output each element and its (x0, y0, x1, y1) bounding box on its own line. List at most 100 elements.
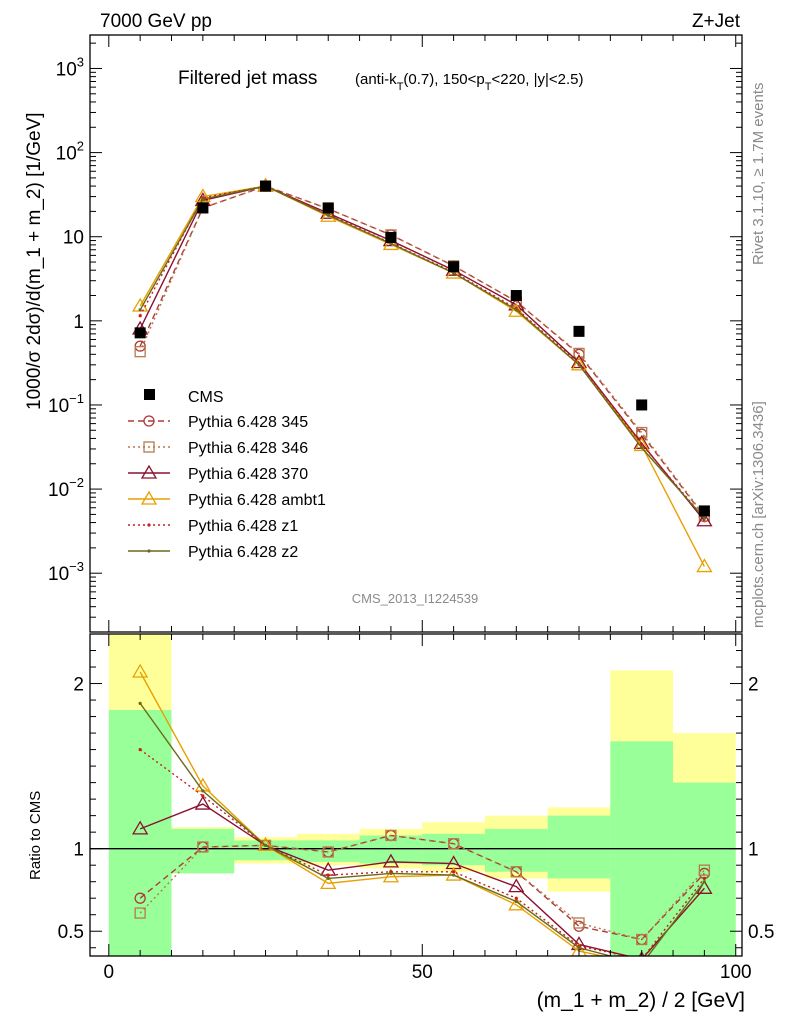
ratio-4-point-8 (640, 958, 643, 961)
ratio-3-point-7 (571, 942, 587, 956)
data-point-8 (636, 399, 648, 411)
data-point-5 (448, 261, 460, 273)
ratio-5-point-9 (702, 880, 706, 884)
series-1-point-0 (134, 346, 146, 358)
ratio-3-point-8 (641, 955, 642, 956)
series-5-point-9 (702, 516, 706, 520)
header-right: Z+Jet (692, 11, 741, 32)
ratio-4-point-1 (201, 794, 205, 798)
series-5-point-0 (138, 308, 142, 312)
legend-label-4: Pythia 6.428 z1 (188, 518, 298, 535)
legend-marker-2 (140, 464, 158, 479)
ratio-y-tick-label-1: 1 (73, 840, 84, 861)
series-3-point-9 (696, 558, 713, 573)
data-point-6 (510, 290, 522, 302)
band-inner-9 (673, 782, 736, 956)
series-2-point-9 (696, 512, 713, 527)
ratio-y-tick-label-2: 2 (73, 675, 84, 696)
mcplots-label: mcplots.cern.ch [arXiv:1306.3436] (750, 401, 767, 628)
ratio-5-point-8 (640, 963, 643, 966)
ratio-plot-area (90, 634, 742, 982)
ratio-5-point-3 (326, 876, 330, 880)
series-3-point-8 (633, 437, 650, 452)
analysis-watermark: CMS_2013_I1224539 (352, 591, 479, 606)
ratio-3-point-3 (320, 875, 337, 889)
y-tick-label-0: 103 (56, 54, 84, 80)
legend-marker-4 (147, 523, 151, 527)
ratio-4-point-9 (702, 876, 706, 880)
chart-subtitle: (anti-kT(0.7), 150<pT<220, |y|<2.5) (355, 71, 584, 93)
data-point-9 (698, 505, 710, 517)
band-inner-4 (359, 835, 423, 864)
ratio-0-point-7 (573, 920, 585, 932)
band-inner-0 (108, 709, 172, 956)
ratio-2-point-0 (132, 820, 149, 835)
ratio-y-axis-title: Ratio to CMS (27, 791, 44, 880)
data-point-0 (134, 327, 146, 339)
x-tick-label-0: 0 (104, 962, 115, 983)
data-point-3 (322, 202, 334, 214)
ratio-4-point-5 (452, 870, 456, 874)
y-tick-label-3: 1 (73, 312, 84, 333)
legend-marker-3 (140, 490, 158, 505)
ratio-y-tick-label-right-0: 0.5 (748, 922, 774, 943)
data-point-2 (260, 180, 272, 192)
series-5-point-1 (201, 197, 205, 201)
main-plot-area (132, 177, 713, 573)
ratio-1-point-4 (385, 829, 397, 842)
band-inner-6 (484, 828, 548, 872)
data-point-4 (385, 231, 397, 243)
legend-label-data: CMS (188, 389, 224, 406)
ratio-1-point-3 (322, 846, 334, 858)
ratio-panel: 0.5 0.5 1 1 2 2 0 50 100 (58, 633, 774, 983)
ratio-5-point-0 (138, 701, 142, 705)
ratio-4-point-3 (326, 873, 330, 877)
ratio-1-point-8 (636, 933, 648, 946)
y-axis-title: 1000/σ 2dσ)/d(m_1 + m_2) [1/GeV] (24, 112, 45, 410)
ratio-y-tick-label-0: 0.5 (58, 922, 84, 943)
legend-label-2: Pythia 6.428 370 (188, 466, 308, 483)
ratio-2-point-1 (194, 795, 211, 810)
ratio-1-point-6 (510, 866, 522, 878)
y-tick-label-6: 10−3 (48, 559, 84, 585)
x-axis-title: (m_1 + m_2) / 2 [GeV] (537, 989, 745, 1012)
ratio-3-point-5 (445, 866, 462, 881)
band-inner-1 (171, 828, 235, 874)
series-5-point-3 (326, 213, 330, 217)
series-3-point-4 (382, 236, 400, 251)
ratio-line-0 (139, 834, 705, 941)
ratio-2-point-6 (508, 878, 525, 893)
ratio-2-point-4 (382, 853, 400, 868)
ratio-3-point-9 (697, 970, 711, 982)
legend-label-1: Pythia 6.428 346 (188, 440, 308, 457)
ratio-3-point-4 (382, 868, 400, 883)
series-3-point-6 (508, 302, 525, 317)
ratio-1-point-5 (447, 838, 460, 850)
ratio-line-5 (139, 702, 705, 956)
series-5-point-8 (640, 446, 644, 450)
band-inner-3 (296, 840, 360, 862)
ratio-5-point-1 (201, 789, 205, 793)
series-line-1 (139, 185, 705, 517)
data-point-1 (197, 202, 209, 214)
ratio-3-point-2 (257, 837, 274, 852)
legend-marker-5 (147, 549, 151, 553)
ratio-1-point-1 (197, 841, 209, 853)
ratio-1-point-7 (573, 917, 585, 929)
data-point-7 (573, 325, 585, 337)
rivet-version-label: Rivet 3.1.10, ≥ 1.7M events (750, 83, 767, 266)
legend-label-5: Pythia 6.428 z2 (188, 544, 298, 561)
band-inner-7 (547, 815, 611, 879)
ratio-y-tick-label-right-2: 2 (748, 675, 759, 696)
chart-title: Filtered jet mass (178, 68, 317, 89)
legend-marker-1 (143, 441, 155, 453)
series-line-5 (139, 185, 705, 519)
legend-label-3: Pythia 6.428 ambt1 (188, 492, 326, 509)
y-tick-label-5: 10−2 (48, 475, 84, 501)
ratio-5-point-6 (514, 899, 518, 904)
main-frame (89, 34, 743, 633)
ratio-line-3 (139, 671, 606, 956)
ratio-5-point-2 (263, 843, 268, 847)
ratio-1-point-0 (134, 907, 146, 919)
